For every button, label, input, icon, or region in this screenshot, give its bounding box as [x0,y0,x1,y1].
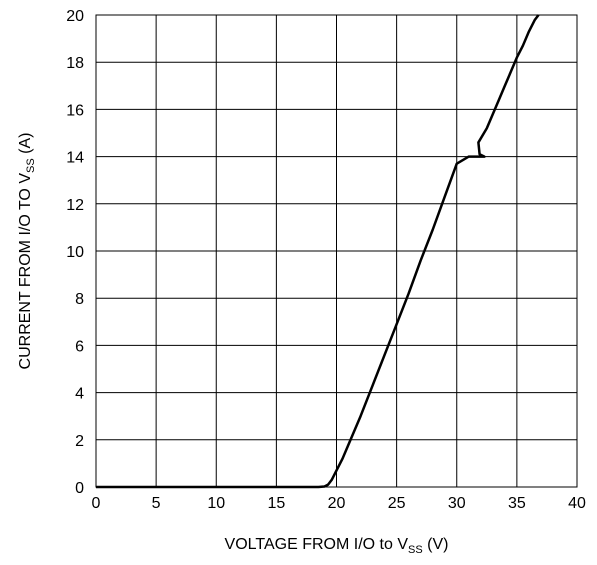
y-tick-label: 20 [66,8,84,25]
x-tick-label: 35 [508,495,526,512]
series-layer [96,14,540,489]
y-axis-label-main: CURRENT FROM I/O TO V [17,173,34,370]
y-tick-label: 4 [75,386,84,403]
y-tick-label: 8 [75,291,84,308]
y-tick-label: 10 [66,244,84,261]
x-tick-label: 0 [92,495,101,512]
tick-labels: 0 5 10 15 20 25 30 35 40 0 2 4 6 8 10 12 14 16 18 20 [66,8,586,512]
y-tick-label: 18 [66,55,84,72]
x-tick-label: 40 [568,495,586,512]
x-tick-label: 10 [207,495,225,512]
y-tick-label: 12 [66,197,84,214]
y-tick-label: 14 [66,150,84,167]
y-axis-label-subscript: SS [25,158,37,173]
y-tick-label: 6 [75,338,84,355]
grid [95,14,578,488]
x-tick-label: 25 [388,495,406,512]
y-tick-label: 2 [75,433,84,450]
x-tick-label: 20 [328,495,346,512]
y-tick-label: 0 [75,480,84,497]
y-tick-label: 16 [66,102,84,119]
x-axis-label-main: VOLTAGE FROM I/O to V [225,536,409,553]
plot-frame [95,14,578,488]
x-tick-label: 15 [267,495,285,512]
x-axis-label-suffix: (V) [423,536,449,553]
y-axis-label: CURRENT FROM I/O TO VSS (A) [17,133,37,370]
x-tick-label: 5 [152,495,161,512]
y-axis-label-suffix: (A) [17,133,34,159]
x-tick-label: 30 [448,495,466,512]
x-axis-label-subscript: SS [408,544,423,556]
x-axis-label: VOLTAGE FROM I/O to VSS (V) [225,536,449,556]
series-line [96,14,540,489]
